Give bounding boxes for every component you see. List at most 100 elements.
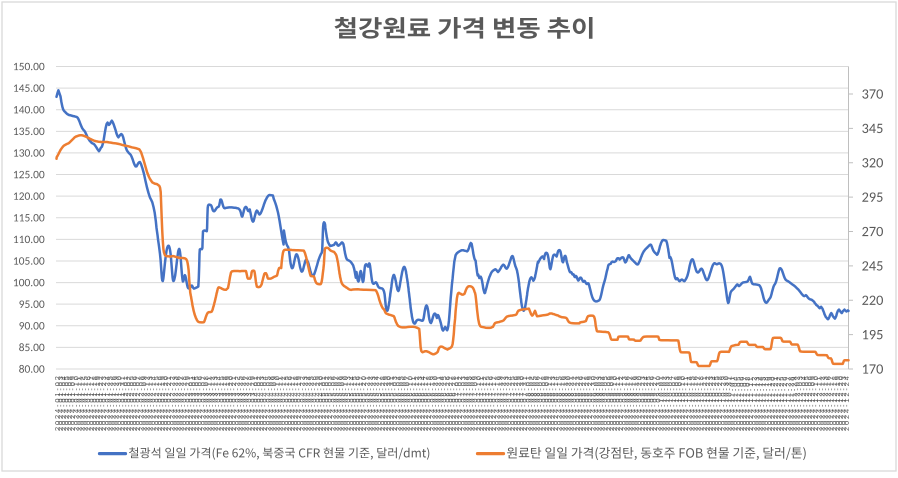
svg-text:2024-06-21: 2024-06-21	[434, 374, 443, 431]
svg-text:2024-06-26: 2024-06-26	[443, 374, 452, 431]
svg-text:2024-08-27: 2024-08-27	[579, 374, 588, 431]
svg-text:2024-10-18: 2024-10-18	[697, 374, 706, 431]
svg-text:2024-04-17: 2024-04-17	[288, 374, 297, 431]
svg-text:2024-01-26: 2024-01-26	[108, 374, 117, 431]
svg-text:2024-10-30: 2024-10-30	[721, 374, 730, 431]
svg-text:2024-12-11: 2024-12-11	[814, 375, 823, 431]
svg-text:2024-12-20: 2024-12-20	[836, 374, 845, 431]
svg-text:2024-02-12: 2024-02-12	[143, 374, 152, 431]
svg-text:2024-10-07: 2024-10-07	[669, 374, 678, 431]
svg-text:2024-02-19: 2024-02-19	[158, 374, 167, 431]
svg-text:2024-03-15: 2024-03-15	[217, 374, 226, 431]
svg-text:2024-04-05: 2024-04-05	[263, 374, 272, 431]
svg-text:2024-10-29: 2024-10-29	[718, 374, 727, 431]
svg-text:2024-05-23: 2024-05-23	[369, 374, 378, 431]
svg-text:2024-02-07: 2024-02-07	[133, 374, 142, 431]
svg-text:2024-08-30: 2024-08-30	[588, 374, 597, 431]
svg-text:2024-12-16: 2024-12-16	[824, 374, 833, 431]
svg-text:2024-09-26: 2024-09-26	[647, 374, 656, 431]
svg-text:2024-09-04: 2024-09-04	[598, 374, 607, 431]
svg-text:2024-04-18: 2024-04-18	[291, 374, 300, 431]
svg-text:2024-09-03: 2024-09-03	[595, 374, 604, 431]
svg-text:2024-07-05: 2024-07-05	[464, 374, 473, 431]
svg-text:2024-08-06: 2024-08-06	[533, 374, 542, 431]
svg-text:2024-09-18: 2024-09-18	[629, 374, 638, 431]
svg-text:2024-04-02: 2024-04-02	[254, 374, 263, 431]
svg-text:2024-11-20: 2024-11-20	[768, 375, 777, 431]
svg-text:2024-03-19: 2024-03-19	[223, 374, 232, 431]
svg-text:2024-04-22: 2024-04-22	[297, 374, 306, 431]
svg-text:2024-07-02: 2024-07-02	[455, 374, 464, 431]
svg-text:2024-06-17: 2024-06-17	[421, 374, 430, 431]
svg-text:2024-05-08: 2024-05-08	[334, 374, 343, 431]
svg-text:2024-07-03: 2024-07-03	[458, 374, 467, 431]
svg-text:2024-09-11: 2024-09-11	[613, 375, 622, 431]
svg-text:2024-04-16: 2024-04-16	[285, 374, 294, 431]
svg-text:2024-06-12: 2024-06-12	[412, 374, 421, 431]
svg-text:2024-07-31: 2024-07-31	[520, 374, 529, 431]
svg-text:2024-09-25: 2024-09-25	[644, 374, 653, 431]
svg-text:2024-04-11: 2024-04-11	[276, 375, 285, 431]
svg-text:2024-06-27: 2024-06-27	[446, 374, 455, 431]
svg-text:2024-01-23: 2024-01-23	[99, 374, 108, 431]
svg-text:2024-06-03: 2024-06-03	[390, 374, 399, 431]
svg-text:2024-09-20: 2024-09-20	[635, 374, 644, 431]
svg-text:2024-11-13: 2024-11-13	[752, 375, 761, 431]
svg-text:2024-05-30: 2024-05-30	[384, 374, 393, 431]
svg-text:2024-04-29: 2024-04-29	[313, 374, 322, 431]
svg-text:2024-05-09: 2024-05-09	[338, 374, 347, 431]
svg-text:2024-07-16: 2024-07-16	[486, 374, 495, 431]
svg-text:2024-07-29: 2024-07-29	[514, 374, 523, 431]
svg-text:2024-11-01: 2024-11-01	[728, 375, 737, 431]
svg-text:2024-01-04: 2024-01-04	[59, 374, 68, 431]
svg-text:2024-12-18: 2024-12-18	[830, 374, 839, 431]
svg-text:2024-01-18: 2024-01-18	[90, 374, 99, 431]
svg-text:2024-09-23: 2024-09-23	[638, 374, 647, 431]
svg-text:2024-11-26: 2024-11-26	[780, 375, 789, 431]
svg-text:2024-10-21: 2024-10-21	[700, 374, 709, 431]
svg-text:2024-08-22: 2024-08-22	[570, 374, 579, 431]
svg-text:2024-03-21: 2024-03-21	[229, 374, 238, 431]
svg-text:2024-08-05: 2024-08-05	[529, 374, 538, 431]
svg-text:2024-07-08: 2024-07-08	[468, 374, 477, 431]
svg-text:2024-01-09: 2024-01-09	[68, 374, 77, 431]
svg-text:2024-07-17: 2024-07-17	[489, 374, 498, 431]
svg-text:2024-06-11: 2024-06-11	[409, 375, 418, 431]
svg-text:2024-11-14: 2024-11-14	[755, 375, 764, 431]
svg-text:2024-02-23: 2024-02-23	[170, 374, 179, 431]
svg-text:2024-03-11: 2024-03-11	[204, 375, 213, 431]
svg-text:2024-12-12: 2024-12-12	[817, 374, 826, 431]
svg-text:2024-01-17: 2024-01-17	[87, 374, 96, 431]
svg-text:2024-10-02: 2024-10-02	[660, 374, 669, 431]
svg-text:2024-01-08: 2024-01-08	[65, 374, 74, 431]
svg-text:2024-09-06: 2024-09-06	[604, 374, 613, 431]
svg-text:2024-10-03: 2024-10-03	[663, 374, 672, 431]
svg-text:2024-08-12: 2024-08-12	[545, 374, 554, 431]
svg-text:2024-05-01: 2024-05-01	[319, 374, 328, 431]
svg-text:2024-02-22: 2024-02-22	[167, 374, 176, 431]
svg-text:2024-01-29: 2024-01-29	[112, 374, 121, 431]
svg-text:2024-05-17: 2024-05-17	[356, 374, 365, 431]
svg-text:2024-12-04: 2024-12-04	[799, 374, 808, 431]
svg-text:2024-11-11: 2024-11-11	[746, 375, 755, 431]
svg-text:2024-03-07: 2024-03-07	[198, 374, 207, 431]
svg-text:2024-08-23: 2024-08-23	[573, 374, 582, 431]
svg-text:2024-09-24: 2024-09-24	[641, 374, 650, 431]
svg-text:2024-09-19: 2024-09-19	[632, 374, 641, 431]
svg-text:2024-12-19: 2024-12-19	[833, 374, 842, 431]
svg-text:2024-08-26: 2024-08-26	[576, 374, 585, 431]
svg-text:2024-03-01: 2024-03-01	[186, 374, 195, 431]
svg-text:2024-12-23: 2024-12-23	[839, 374, 848, 431]
svg-text:2024-04-04: 2024-04-04	[260, 374, 269, 431]
svg-text:2024-08-19: 2024-08-19	[560, 374, 569, 431]
svg-text:2024-07-01: 2024-07-01	[452, 374, 461, 431]
svg-text:2024-01-16: 2024-01-16	[84, 374, 93, 431]
svg-text:2024-12-13: 2024-12-13	[820, 374, 829, 431]
svg-text:2024-04-30: 2024-04-30	[316, 374, 325, 431]
svg-text:2024-02-14: 2024-02-14	[149, 374, 158, 431]
svg-text:2024-02-01: 2024-02-01	[121, 374, 130, 431]
svg-text:2024-04-10: 2024-04-10	[273, 374, 282, 431]
svg-text:2024-03-22: 2024-03-22	[232, 374, 241, 431]
svg-text:2024-09-16: 2024-09-16	[622, 374, 631, 431]
svg-text:2024-11-05: 2024-11-05	[734, 375, 743, 431]
